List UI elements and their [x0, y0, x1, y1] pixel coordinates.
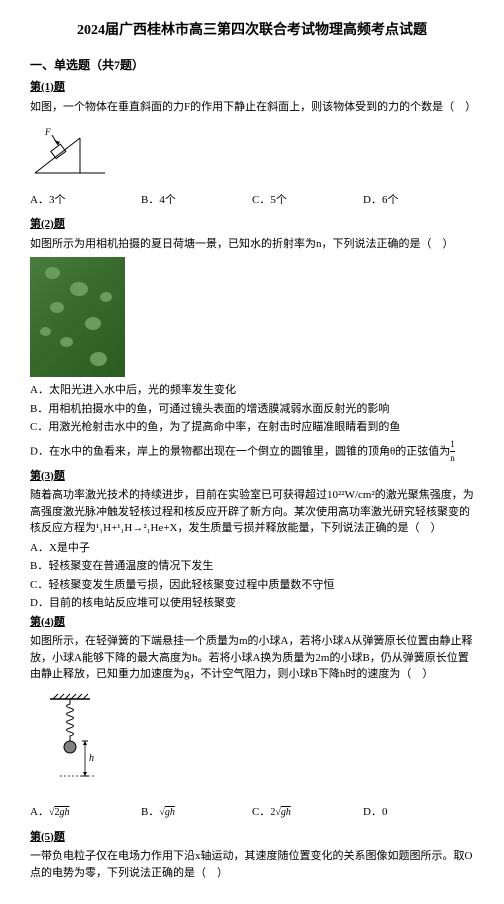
q5-num: 第(5)题 — [30, 829, 474, 846]
q2-optA: A．太阳光进入水中后，光的频率发生变化 — [30, 382, 474, 399]
q2-optB: B．用相机拍摄水中的鱼，可通过镜头表面的增透膜减弱水面反射光的影响 — [30, 401, 474, 418]
question-5: 第(5)题 一带负电粒子仅在电场力作用下沿x轴运动，其速度随位置变化的关系图像如… — [30, 829, 474, 882]
q2-text: 如图所示为用相机拍摄的夏日荷塘一景，已知水的折射率为n，下列说法正确的是（ ） — [30, 236, 474, 253]
incline-figure: F — [30, 123, 110, 178]
q3-optC: C．轻核聚变发生质量亏损，因此轻核聚变过程中质量数不守恒 — [30, 577, 474, 594]
q5-text: 一带负电粒子仅在电场力作用下沿x轴运动，其速度随位置变化的关系图像如题图所示。取… — [30, 848, 474, 881]
pond-figure — [30, 257, 125, 377]
q2-optC: C．用激光枪射击水中的鱼，为了提高命中率，在射击时应瞄准眼睛看到的鱼 — [30, 419, 474, 436]
page-title: 2024届广西桂林市高三第四次联合考试物理高频考点试题 — [30, 20, 474, 41]
q1-text: 如图，一个物体在垂直斜面的力F的作用下静止在斜面上，则该物体受到的力的个数是（ … — [30, 99, 474, 116]
q2-optD: D．在水中的鱼看来，岸上的景物都出现在一个倒立的圆锥里，圆锥的顶角θ的正弦值为 — [30, 445, 450, 457]
q4-num: 第(4)题 — [30, 614, 474, 631]
q3-optA: A．X是中子 — [30, 540, 474, 557]
question-2: 第(2)题 如图所示为用相机拍摄的夏日荷塘一景，已知水的折射率为n，下列说法正确… — [30, 216, 474, 466]
q4-optA: A．√2gh — [30, 804, 141, 821]
q3-optB: B．轻核聚变在普通温度的情况下发生 — [30, 558, 474, 575]
svg-text:h: h — [89, 753, 94, 764]
q4-optC: C．2√gh — [252, 804, 363, 821]
question-1: 第(1)题 如图，一个物体在垂直斜面的力F的作用下静止在斜面上，则该物体受到的力… — [30, 79, 474, 208]
q1-num: 第(1)题 — [30, 79, 474, 96]
spring-figure: h — [45, 691, 105, 791]
question-4: 第(4)题 如图所示，在轻弹簧的下端悬挂一个质量为m的小球A，若将小球A从弹簧原… — [30, 614, 474, 821]
q2-options: A．太阳光进入水中后，光的频率发生变化 B．用相机拍摄水中的鱼，可通过镜头表面的… — [30, 382, 474, 466]
q1-optC: C．5个 — [252, 192, 363, 209]
svg-text:F: F — [44, 127, 51, 137]
q4-optB: B．√gh — [141, 804, 252, 821]
section-header: 一、单选题（共7题） — [30, 56, 474, 74]
q4-text: 如图所示，在轻弹簧的下端悬挂一个质量为m的小球A，若将小球A从弹簧原长位置由静止… — [30, 633, 474, 683]
q3-text: 随着高功率激光技术的持续进步，目前在实验室已可获得超过10²²W/cm²的激光聚… — [30, 487, 474, 537]
q2-fraction: 1n — [450, 438, 455, 466]
q2-num: 第(2)题 — [30, 216, 474, 233]
q1-optB: B．4个 — [141, 192, 252, 209]
q3-num: 第(3)题 — [30, 468, 474, 485]
question-3: 第(3)题 随着高功率激光技术的持续进步，目前在实验室已可获得超过10²²W/c… — [30, 468, 474, 612]
q3-optD: D．目前的核电站反应堆可以使用轻核聚变 — [30, 595, 474, 612]
q1-options: A．3个 B．4个 C．5个 D．6个 — [30, 192, 474, 209]
q1-optD: D．6个 — [363, 192, 474, 209]
q1-optA: A．3个 — [30, 192, 141, 209]
q4-optD: D．0 — [363, 804, 474, 821]
q4-options: A．√2gh B．√gh C．2√gh D．0 — [30, 804, 474, 821]
q3-options: A．X是中子 B．轻核聚变在普通温度的情况下发生 C．轻核聚变发生质量亏损，因此… — [30, 540, 474, 612]
